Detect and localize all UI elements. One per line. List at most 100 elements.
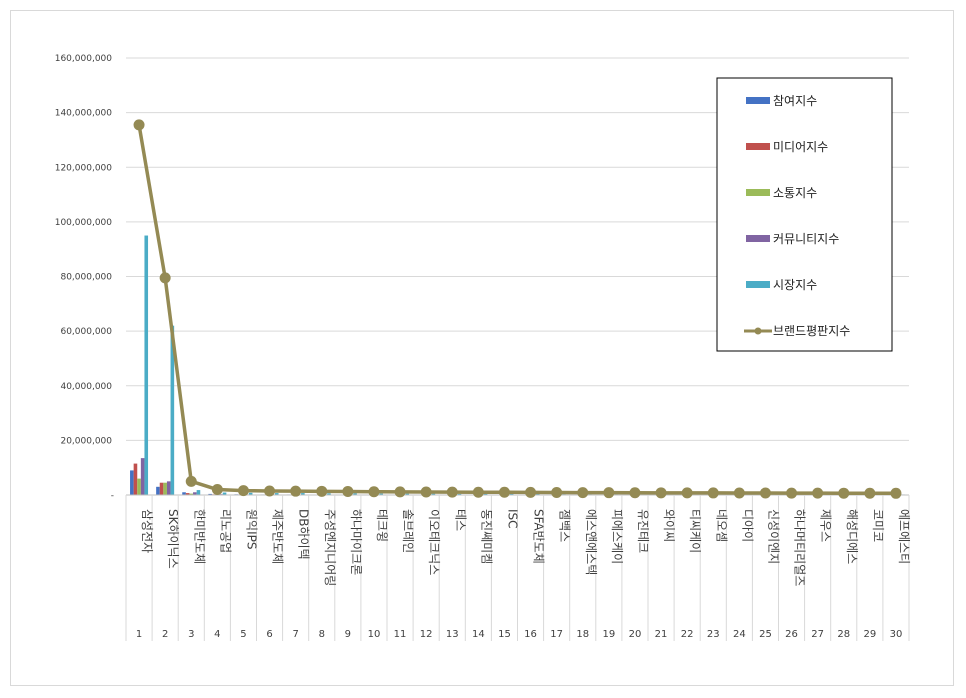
line-point: [237, 485, 249, 497]
chart-frame: - 20,000,000 40,000,000 60,000,000 80,000,00…: [10, 10, 954, 686]
rank-label: 14: [472, 629, 485, 640]
x-tick-label: 티씨케이: [688, 509, 702, 553]
line-point: [655, 487, 667, 499]
x-tick-label: 신성이엔지: [766, 509, 780, 564]
line-point: [159, 272, 171, 284]
legend-swatch: [746, 143, 770, 150]
bar: [189, 493, 194, 495]
x-tick-label: 제주반도체: [271, 509, 285, 564]
x-tick-label: 삼성전자: [140, 509, 154, 553]
rank-label: 21: [655, 629, 668, 640]
bar: [222, 492, 227, 495]
x-tick-label: 피에스케이: [610, 509, 624, 564]
y-tick-label: 40,000,000: [60, 382, 112, 392]
rank-label: 10: [368, 629, 381, 640]
line-point: [551, 487, 563, 499]
legend-label: 브랜드평판지수: [773, 324, 850, 338]
line-point: [629, 487, 641, 499]
x-tick-label: 원익IPS: [244, 509, 258, 549]
bar: [301, 493, 305, 495]
rank-label: 29: [863, 629, 876, 640]
rank-label: 16: [524, 629, 537, 640]
legend-label: 소통지수: [773, 186, 817, 200]
x-tick-label: 해성디에스: [845, 509, 859, 564]
line-point: [211, 484, 223, 496]
x-tick-label: 테크윙: [375, 509, 389, 542]
line-point: [316, 485, 328, 497]
legend-swatch-marker: [754, 327, 762, 335]
rank-label: 3: [188, 629, 194, 640]
rank-label: 17: [550, 629, 563, 640]
line-point: [525, 486, 537, 498]
x-tick-label: 젬백스: [558, 509, 572, 542]
rank-label: 6: [266, 629, 272, 640]
line-point: [577, 487, 589, 499]
x-tick-label: 하나마이크론: [349, 509, 363, 575]
legend-label: 커뮤니티지수: [773, 232, 839, 246]
rank-label: 7: [292, 629, 298, 640]
line-point: [290, 485, 302, 497]
x-tick-label: 한미반도체: [192, 509, 206, 564]
y-tick-label: 20,000,000: [60, 436, 112, 446]
x-tick-label: 코미코: [871, 509, 885, 542]
y-tick-label: 80,000,000: [60, 273, 112, 283]
x-tick-label: 디아이: [740, 509, 754, 542]
legend-label: 시장지수: [773, 278, 817, 292]
rank-label: 8: [319, 629, 325, 640]
bar: [185, 493, 190, 495]
brand-reputation-chart: - 20,000,000 40,000,000 60,000,000 80,000,00…: [55, 54, 911, 641]
bar: [431, 493, 436, 495]
y-tick-label: 100,000,000: [55, 218, 113, 228]
line-point: [133, 119, 145, 131]
x-tick-label: 에스앤에스텍: [584, 509, 598, 575]
legend-swatch: [746, 97, 770, 104]
line-point: [342, 485, 354, 497]
bar: [379, 493, 383, 495]
bar: [163, 482, 167, 495]
bar: [353, 493, 357, 495]
bar: [182, 492, 186, 495]
x-tick-label: 제우스: [819, 509, 833, 542]
rank-label: 20: [629, 629, 642, 640]
x-tick-label: 하나머티리얼즈: [793, 509, 807, 586]
rank-label: 13: [446, 629, 459, 640]
rank-label: 25: [759, 629, 772, 640]
line-point: [681, 487, 693, 499]
legend-swatch: [746, 281, 770, 288]
x-tick-label: SK하이닉스: [166, 509, 180, 569]
x-tick-label: 이오테크닉스: [427, 509, 441, 575]
x-tick-label: 유진테크: [636, 509, 650, 553]
bar: [509, 493, 514, 495]
legend-label: 미디어지수: [773, 140, 828, 154]
bar: [144, 235, 149, 495]
line-point: [759, 487, 771, 499]
legend-swatch: [746, 235, 770, 242]
rank-label: 22: [681, 629, 694, 640]
line-point: [603, 487, 615, 499]
rank-label: 23: [707, 629, 720, 640]
x-tick-label: 동진쎄미켐: [479, 509, 493, 564]
rank-label: 15: [498, 629, 511, 640]
rank-label: 19: [602, 629, 615, 640]
bar: [405, 493, 410, 495]
line-point: [472, 486, 484, 498]
line-point: [786, 487, 798, 499]
bar: [137, 478, 141, 495]
bar: [483, 493, 488, 495]
bar: [327, 493, 331, 495]
rank-label: 27: [811, 629, 824, 640]
line-point: [864, 487, 876, 499]
x-tick-label: 솔브레인: [401, 509, 415, 553]
bar: [248, 492, 253, 495]
legend-box: [716, 77, 893, 352]
y-tick-label: -: [111, 491, 114, 501]
bar: [140, 458, 145, 495]
bar: [274, 493, 279, 495]
x-tick-label: 주성엔지니어링: [323, 509, 337, 586]
line-point: [420, 486, 432, 498]
line-point: [185, 475, 197, 487]
bar: [156, 486, 160, 495]
bar: [166, 481, 171, 495]
bar: [196, 490, 201, 495]
y-tick-label: 160,000,000: [55, 54, 113, 64]
